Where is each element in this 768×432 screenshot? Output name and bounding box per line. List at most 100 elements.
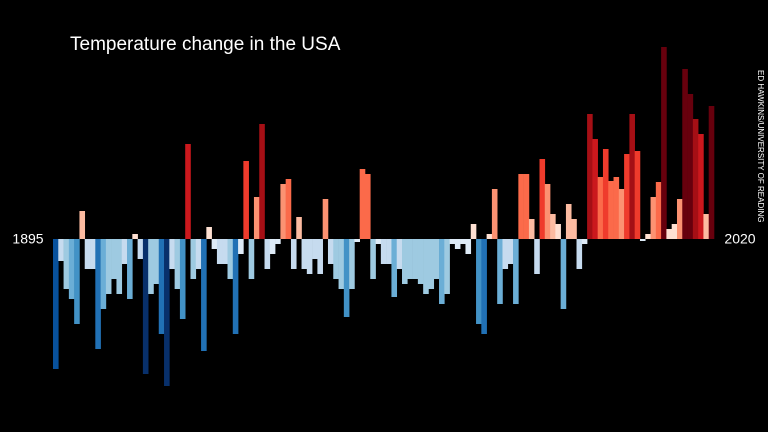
- bar: [142, 239, 149, 374]
- bar: [174, 239, 181, 289]
- bar: [259, 124, 265, 239]
- bar: [370, 239, 376, 279]
- bar: [550, 214, 556, 239]
- bar: [206, 227, 212, 239]
- bar: [597, 177, 604, 239]
- bar: [687, 94, 694, 239]
- bar: [497, 239, 503, 304]
- bar: [650, 197, 657, 239]
- bar: [602, 149, 609, 239]
- credit: ED HAWKINS/UNIVERSITY OF READING: [756, 70, 765, 222]
- bar: [216, 239, 223, 264]
- bar: [227, 239, 234, 279]
- bar: [95, 239, 101, 349]
- bar: [608, 181, 614, 239]
- bar: [190, 239, 197, 279]
- bar: [491, 189, 498, 239]
- bar: [322, 199, 329, 239]
- bar: [111, 239, 117, 279]
- bar: [698, 134, 704, 239]
- bar: [682, 69, 688, 239]
- bar: [444, 239, 450, 294]
- bar: [666, 229, 672, 239]
- bar: [565, 204, 572, 239]
- bar: [375, 239, 382, 244]
- bar: [518, 174, 524, 239]
- bar: [639, 239, 646, 241]
- bar: [211, 239, 218, 249]
- bar: [507, 239, 514, 264]
- bar: [264, 239, 271, 269]
- bar: [539, 159, 546, 239]
- bar: [460, 239, 466, 244]
- bar: [349, 239, 355, 289]
- bar: [63, 239, 70, 289]
- bar: [396, 239, 403, 269]
- bar: [470, 224, 477, 239]
- bar: [613, 177, 620, 239]
- bar: [502, 239, 509, 269]
- bar: [253, 197, 260, 239]
- bar: [137, 239, 144, 259]
- bar: [169, 239, 175, 269]
- bar: [232, 239, 239, 334]
- bar: [343, 239, 350, 317]
- bar: [391, 239, 398, 297]
- bar: [79, 211, 86, 239]
- bar: [634, 151, 641, 239]
- bar: [534, 239, 540, 274]
- bar: [269, 239, 276, 254]
- bar: [312, 239, 318, 259]
- bar: [243, 161, 249, 239]
- bar: [661, 47, 667, 239]
- bar: [465, 239, 472, 254]
- bar: [655, 182, 662, 239]
- bar: [90, 239, 96, 269]
- bar: [148, 239, 154, 294]
- bar: [676, 199, 683, 239]
- bar: [306, 239, 313, 274]
- bar: [692, 119, 699, 239]
- bar: [576, 239, 583, 269]
- bar: [412, 239, 419, 279]
- bar: [380, 239, 387, 264]
- bar: [624, 154, 630, 239]
- bar: [555, 224, 561, 239]
- bar: [301, 239, 308, 269]
- bar: [127, 239, 133, 299]
- bar: [275, 239, 281, 244]
- bar: [116, 239, 123, 294]
- bar: [327, 239, 334, 264]
- bar: [571, 219, 577, 239]
- bar: [433, 239, 440, 279]
- bar: [280, 184, 286, 239]
- bar: [185, 144, 191, 239]
- bar: [417, 239, 424, 284]
- bar: [84, 239, 91, 269]
- bar: [68, 239, 75, 299]
- bar: [248, 239, 255, 279]
- bar: [296, 217, 302, 239]
- bar: [338, 239, 345, 289]
- start-year-label: 1895: [12, 231, 43, 247]
- bar: [121, 239, 128, 264]
- bar: [290, 239, 297, 269]
- bar: [201, 239, 207, 351]
- bar: [513, 239, 519, 304]
- bar: [407, 239, 413, 279]
- bar: [618, 189, 625, 239]
- bar: [359, 169, 366, 239]
- bar: [364, 174, 371, 239]
- bar: [592, 139, 598, 239]
- bar: [100, 239, 107, 309]
- bar: [629, 114, 635, 239]
- bar: [317, 239, 323, 274]
- bar: [671, 224, 678, 239]
- bar: [238, 239, 244, 254]
- bar: [439, 239, 445, 304]
- bar: [285, 179, 292, 239]
- bar: [105, 239, 112, 294]
- bar: [703, 214, 710, 239]
- bar: [560, 239, 567, 309]
